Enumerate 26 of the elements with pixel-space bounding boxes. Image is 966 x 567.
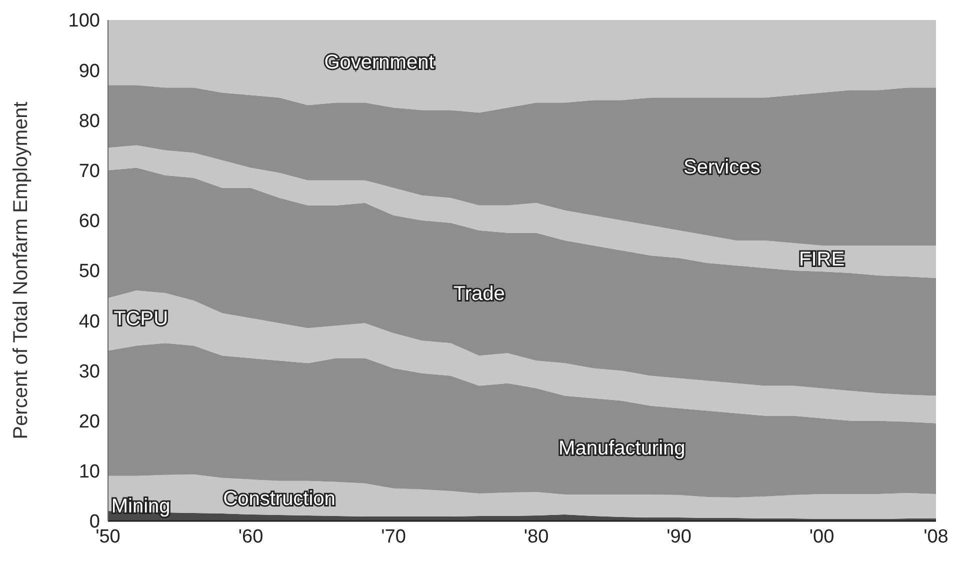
y-tick-label: 50 [78, 261, 100, 282]
y-tick-label: 80 [78, 110, 100, 132]
x-tick-label: '50 [96, 526, 120, 548]
series-label: Trade [453, 283, 505, 306]
y-axis-title: Percent of Total Nonfarm Employment [10, 101, 32, 440]
x-tick-label: '00 [809, 526, 834, 548]
x-tick-label: '60 [238, 526, 264, 548]
series-label: Manufacturing [558, 438, 686, 460]
y-tick-label: 20 [78, 412, 100, 433]
series-label: Services [684, 156, 760, 179]
y-tick-label: 90 [78, 60, 100, 82]
series-label: Construction [223, 488, 336, 510]
x-tick-label: '90 [666, 526, 692, 548]
y-tick-label: 100 [68, 10, 100, 32]
series-label: Mining [111, 495, 170, 518]
series-label: TCPU [114, 308, 168, 330]
x-tick-label: '08 [924, 526, 948, 548]
y-tick-label: 40 [78, 311, 100, 332]
y-tick-label: 10 [78, 462, 100, 483]
y-tick-label: 30 [78, 361, 100, 382]
x-tick-label: '70 [381, 526, 406, 548]
series-label: Government [324, 51, 435, 74]
x-tick-label: '80 [524, 526, 549, 548]
series-label: FIRE [799, 248, 845, 271]
y-tick-label: 70 [78, 161, 100, 182]
y-tick-label: 60 [78, 211, 100, 232]
